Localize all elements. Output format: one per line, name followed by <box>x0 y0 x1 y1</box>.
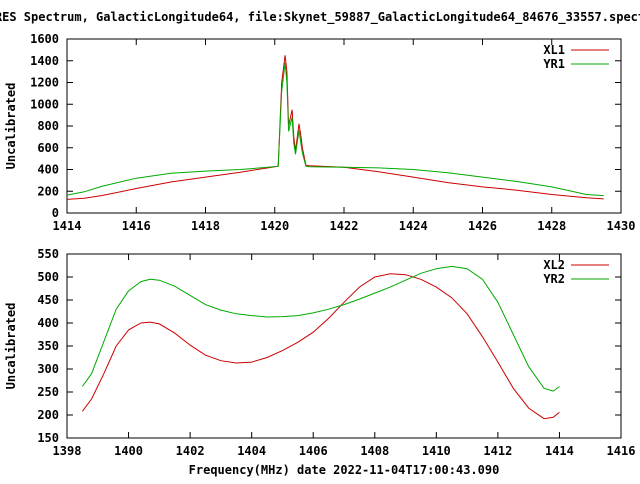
x-tick-label: 1416 <box>122 219 151 233</box>
y-tick-label: 350 <box>37 339 59 353</box>
x-tick-label: 1420 <box>260 219 289 233</box>
y-tick-label: 450 <box>37 293 59 307</box>
y-axis-label: Uncalibrated <box>4 303 18 390</box>
y-tick-label: 550 <box>37 247 59 261</box>
series-line-xl1 <box>66 55 604 200</box>
series-line-yr1 <box>66 62 604 197</box>
legend-label-yr1: YR1 <box>543 57 565 71</box>
series-line-yr2 <box>81 265 560 392</box>
legend-label-yr2: YR2 <box>543 272 565 286</box>
x-tick-label: 1416 <box>607 444 636 458</box>
y-tick-label: 600 <box>37 141 59 155</box>
figure-title: IRES Spectrum, GalacticLongitude64, file… <box>0 10 640 25</box>
x-axis-label: Frequency(MHz) date 2022-11-04T17:00:43.… <box>189 463 500 477</box>
x-tick-label: 1426 <box>468 219 497 233</box>
y-tick-label: 200 <box>37 408 59 422</box>
plot-frame <box>66 253 622 439</box>
y-tick-label: 800 <box>37 119 59 133</box>
y-tick-label: 1600 <box>30 32 59 46</box>
y-tick-label: 0 <box>52 206 59 220</box>
y-tick-label: 400 <box>37 316 59 330</box>
y-tick-label: 1200 <box>30 76 59 90</box>
x-tick-label: 1428 <box>537 219 566 233</box>
plot-frame <box>66 38 622 214</box>
x-tick-label: 1424 <box>399 219 428 233</box>
x-tick-label: 1422 <box>330 219 359 233</box>
y-tick-label: 200 <box>37 184 59 198</box>
bottom-spectrum-panel: 1398 1400 1402 1404 1406 1408 1410 1412 1414 1416… <box>4 247 635 477</box>
top-spectrum-panel: 1414 1416 1418 1420 1422 1424 1426 1428 1430 0 200… <box>4 32 635 233</box>
y-tick-label: 250 <box>37 385 59 399</box>
x-tick-label: 1414 <box>53 219 82 233</box>
y-axis-label: Uncalibrated <box>4 83 18 170</box>
x-tick-label: 1400 <box>114 444 143 458</box>
legend-label-xl2: XL2 <box>543 258 565 272</box>
x-tick-label: 1398 <box>53 444 82 458</box>
series-line-xl2 <box>81 273 560 420</box>
x-tick-label: 1412 <box>483 444 512 458</box>
y-tick-label: 500 <box>37 270 59 284</box>
y-tick-label: 300 <box>37 362 59 376</box>
x-tick-label: 1418 <box>191 219 220 233</box>
legend-label-xl1: XL1 <box>543 43 565 57</box>
x-tick-label: 1410 <box>422 444 451 458</box>
y-tick-label: 150 <box>37 431 59 445</box>
x-tick-label: 1430 <box>607 219 636 233</box>
x-tick-label: 1408 <box>360 444 389 458</box>
y-tick-label: 1000 <box>30 97 59 111</box>
y-tick-label: 1400 <box>30 54 59 68</box>
y-tick-label: 400 <box>37 163 59 177</box>
x-tick-label: 1404 <box>237 444 266 458</box>
x-tick-label: 1414 <box>545 444 574 458</box>
x-tick-label: 1402 <box>176 444 205 458</box>
x-tick-label: 1406 <box>299 444 328 458</box>
